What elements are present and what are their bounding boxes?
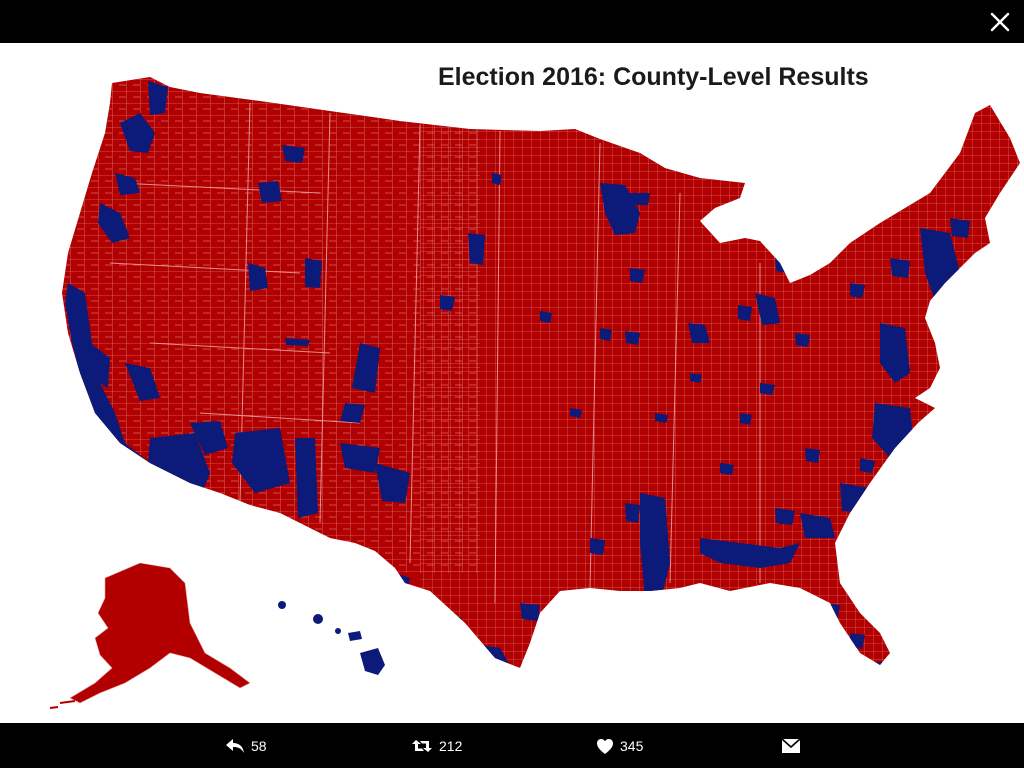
envelope-icon xyxy=(781,738,801,753)
election-map xyxy=(49,77,1020,709)
reply-button[interactable]: 58 xyxy=(225,735,267,757)
close-icon xyxy=(990,12,1010,32)
retweet-count: 212 xyxy=(439,738,463,754)
message-button[interactable] xyxy=(781,735,801,757)
alaska xyxy=(49,562,251,709)
like-button[interactable]: 345 xyxy=(596,735,643,757)
contiguous-us xyxy=(62,77,1020,668)
retweet-button[interactable]: 212 xyxy=(411,735,462,757)
reply-count: 58 xyxy=(251,738,267,754)
tweet-actions-bar: 58 212 345 xyxy=(0,723,1024,768)
map-image: Election 2016: County-Level Results xyxy=(0,43,1024,723)
retweet-icon xyxy=(412,740,432,752)
hawaii xyxy=(278,601,385,675)
like-count: 345 xyxy=(620,738,644,754)
democrat-counties xyxy=(65,81,985,668)
reply-icon xyxy=(226,739,244,753)
map-title: Election 2016: County-Level Results xyxy=(438,63,869,91)
top-bar xyxy=(0,0,1024,43)
close-button[interactable] xyxy=(986,8,1014,36)
heart-icon xyxy=(597,738,613,754)
